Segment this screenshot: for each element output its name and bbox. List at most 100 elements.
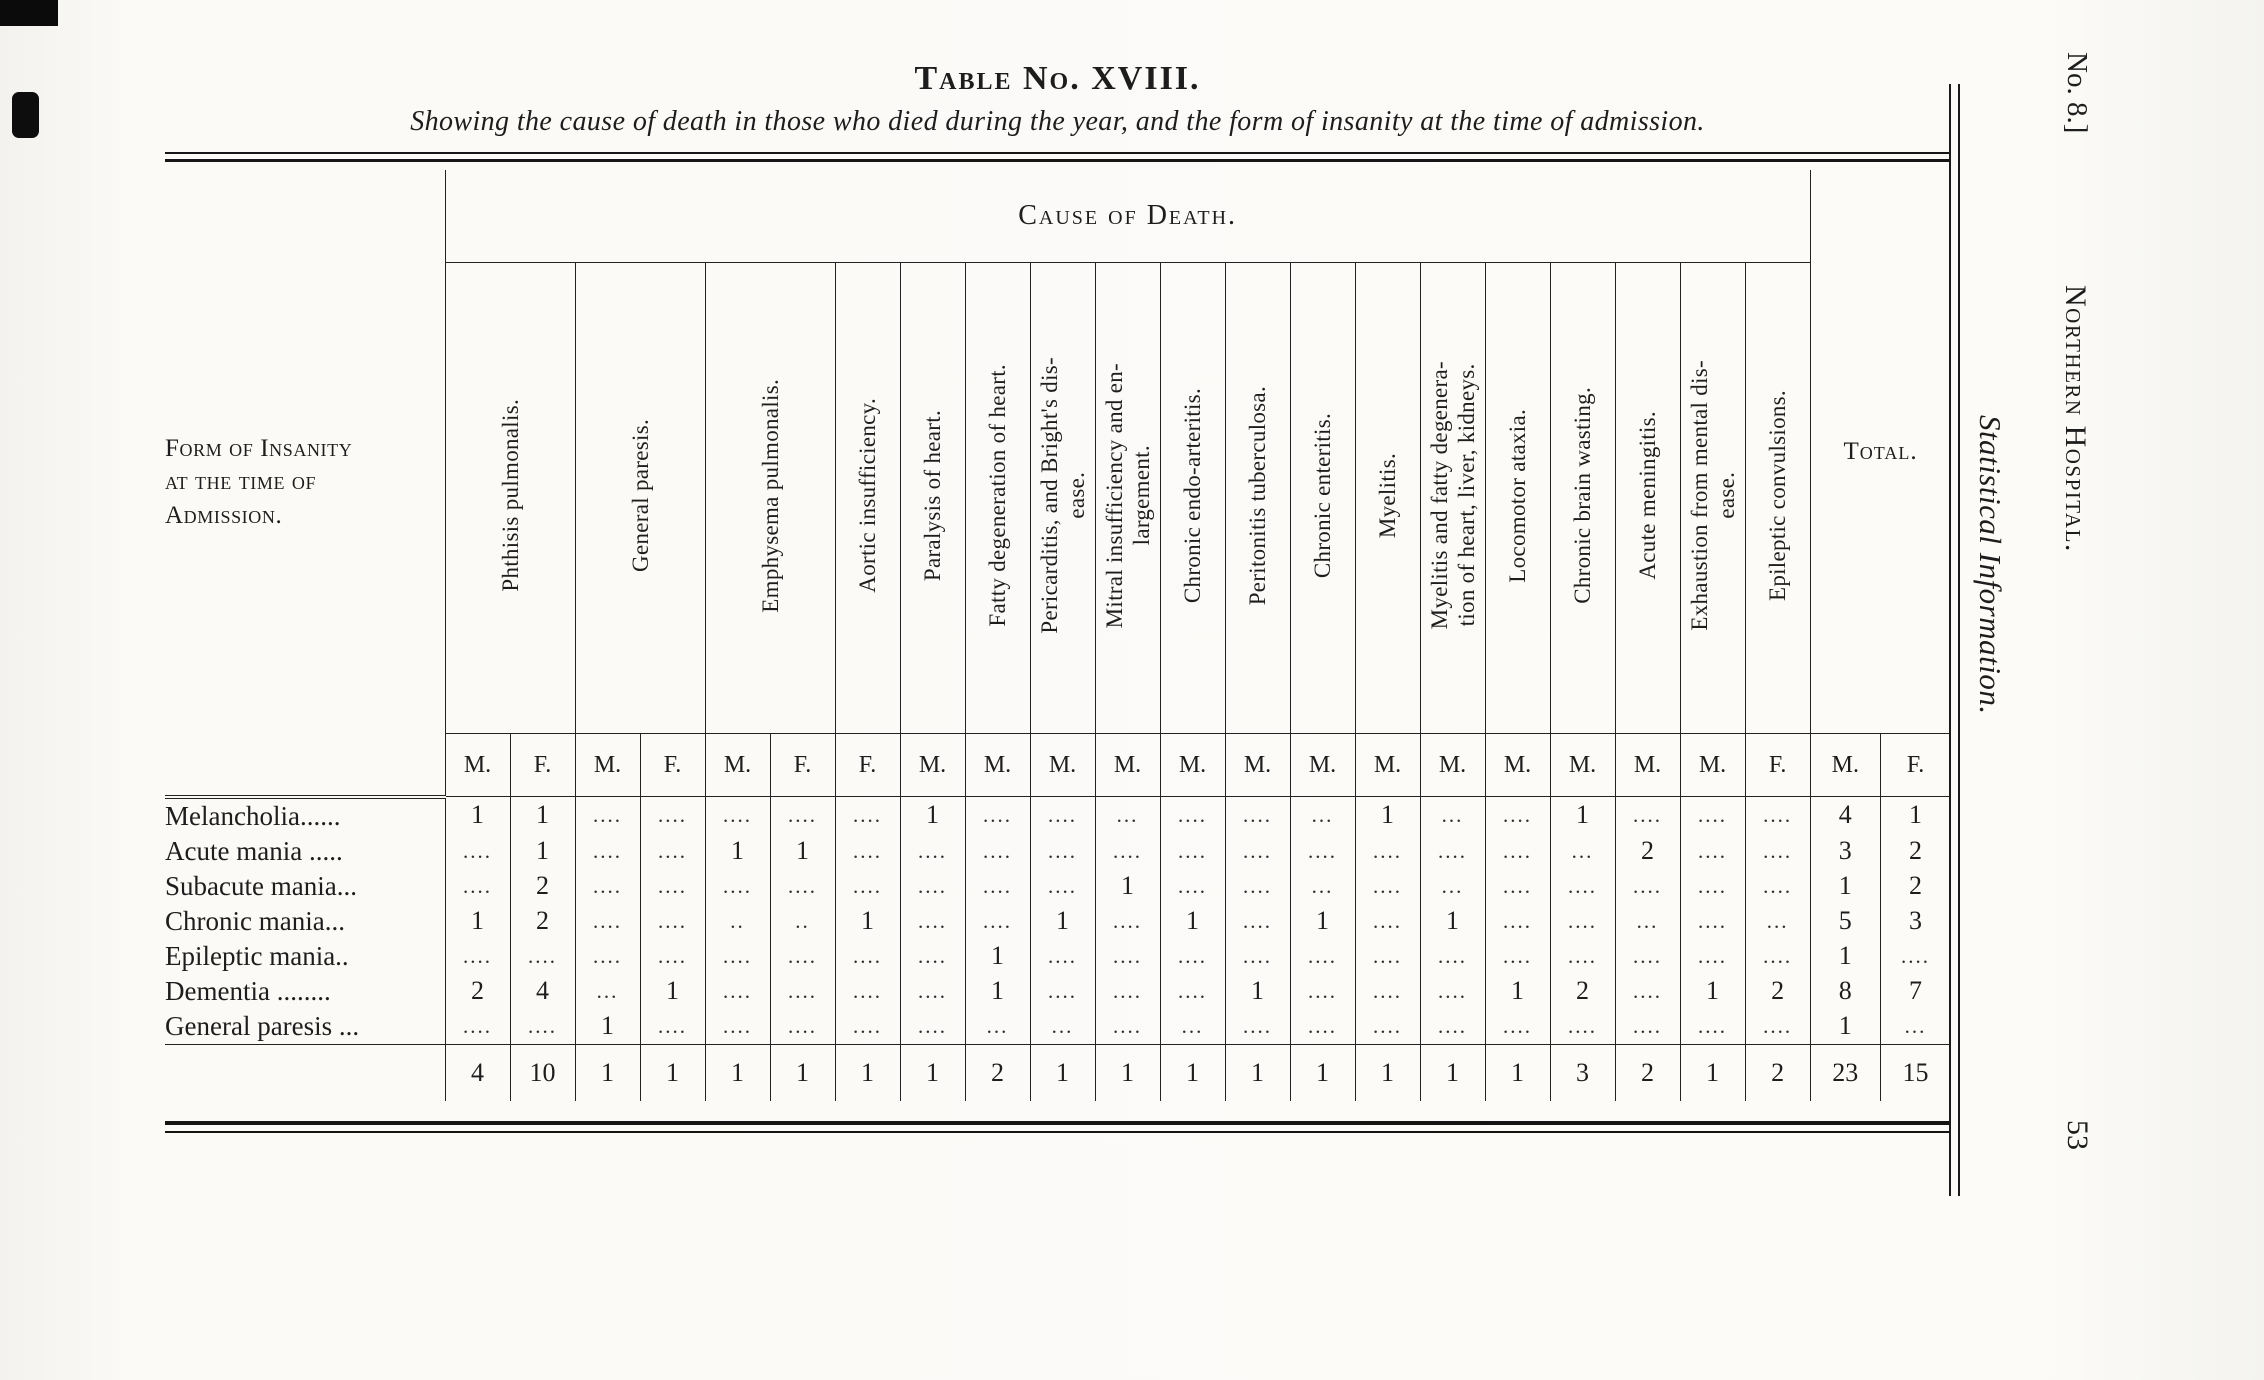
data-cell: ....	[1354, 973, 1420, 1009]
data-cell: ....	[1354, 903, 1420, 939]
data-cell: ....	[1419, 1008, 1485, 1044]
sex-header: F.	[1879, 733, 1951, 797]
data-cell: ....	[964, 833, 1030, 869]
data-cell: ....	[639, 903, 705, 939]
data-cell: 1	[574, 1043, 640, 1101]
data-cell: ...	[1549, 833, 1615, 869]
data-cell: ...	[1289, 796, 1355, 834]
row-label: Melancholia......	[165, 800, 341, 831]
data-cell: ....	[1354, 833, 1420, 869]
data-cell: ....	[1484, 938, 1550, 974]
data-cell: ....	[574, 938, 640, 974]
data-cell: ...	[1029, 1008, 1095, 1044]
header-row-top: Form of Insanity at the time of Admissio…	[165, 170, 1951, 799]
data-cell: 1	[1484, 1043, 1550, 1101]
table-row: Melancholia...... 1 1.................... 1…	[165, 796, 1951, 834]
data-cell: ....	[1224, 796, 1290, 834]
data-cell: ....	[769, 938, 835, 974]
data-cell: ....	[964, 903, 1030, 939]
data-cell: ....	[1614, 868, 1680, 904]
data-cell: 2	[1744, 973, 1811, 1009]
data-cell: ....	[1744, 868, 1811, 904]
data-cell: 1	[509, 833, 575, 869]
page-subtitle: Showing the cause of death in those who …	[410, 106, 1705, 137]
data-cell: ....	[1029, 796, 1095, 834]
data-cell: 1	[704, 833, 770, 869]
data-cell: ....	[1289, 938, 1355, 974]
data-cell: ....	[1614, 938, 1680, 974]
data-cell: ....	[1744, 938, 1811, 974]
data-cell: 1	[964, 938, 1030, 974]
data-cell: ...	[964, 1008, 1030, 1044]
cause-column-label: Phthisis pulmonalis.	[497, 399, 523, 592]
sex-header: M.	[1809, 733, 1881, 797]
data-cell: ...	[574, 973, 640, 1009]
scan-artifact-corner	[0, 0, 58, 26]
data-cell: ....	[1614, 796, 1680, 834]
data-cell: ....	[1679, 796, 1745, 834]
data-cell: ...	[1289, 868, 1355, 904]
data-cell: ....	[1679, 833, 1745, 869]
data-cell: 1	[1679, 1043, 1745, 1101]
data-cell: 1	[639, 1043, 705, 1101]
margin-section-title: Statistical Information.	[1973, 415, 2008, 715]
cause-column-label: Emphysema pulmonalis.	[757, 378, 783, 613]
data-cell: ....	[1614, 973, 1680, 1009]
data-cell: 1	[1289, 1043, 1355, 1101]
data-cell: 1	[964, 973, 1030, 1009]
data-cell: 1	[1549, 796, 1615, 834]
sex-header: F.	[509, 733, 575, 797]
row-label: Acute mania .....	[165, 835, 343, 866]
data-cell: 15	[1879, 1043, 1951, 1101]
data-cell: ....	[1419, 973, 1485, 1009]
table-sheet: Table No. XVIII. Showing the cause of de…	[165, 0, 1951, 1133]
data-cell: ....	[899, 903, 965, 939]
data-cell: 1	[899, 1043, 965, 1101]
data-cell: 1	[1354, 1043, 1420, 1101]
margin-vertical-rule	[1949, 84, 1960, 1196]
cause-column-label: Mitral insufficiency and en- largement.	[1101, 362, 1154, 629]
data-cell: ....	[769, 868, 835, 904]
data-cell: ....	[899, 938, 965, 974]
data-cell: ...	[1614, 903, 1680, 939]
cause-column-label: Pericarditis, and Bright's dis- ease.	[1036, 357, 1089, 634]
data-cell: ....	[1094, 1008, 1160, 1044]
cause-column-label: Chronic enteritis.	[1310, 412, 1335, 579]
sex-header: M.	[1094, 733, 1160, 797]
data-cell: ....	[899, 1008, 965, 1044]
data-cell: ....	[704, 1008, 770, 1044]
cause-column-header: Chronic endo-arteritis.	[1159, 262, 1225, 734]
cause-column-label: Chronic brain wasting.	[1570, 387, 1595, 604]
data-cell: ....	[834, 1008, 900, 1044]
data-cell: ....	[1224, 938, 1290, 974]
totals-row: 4 10 1 1 1 1 1 1 2 1 1 1 1 1 1 1 1 3 2 1 2 23 15	[165, 1043, 1951, 1101]
data-cell: ....	[1094, 973, 1160, 1009]
data-cell: ....	[1679, 938, 1745, 974]
page-title: Table No. XVIII.	[914, 60, 1201, 97]
sex-header: M.	[444, 733, 510, 797]
row-label: Subacute mania...	[165, 870, 357, 901]
data-cell: ....	[1679, 1008, 1745, 1044]
sex-header: M.	[1679, 733, 1745, 797]
cause-column-header: Myelitis.	[1354, 262, 1420, 734]
cause-column-header: Chronic enteritis.	[1289, 262, 1355, 734]
cause-column-header: Chronic brain wasting.	[1549, 262, 1615, 734]
data-cell: ....	[574, 868, 640, 904]
cause-column-header: Phthisis pulmonalis.	[444, 262, 575, 734]
cause-column-label: Myelitis and fatty degenera- tion of hea…	[1426, 361, 1479, 630]
data-cell: ....	[1094, 903, 1160, 939]
data-cell: 2	[509, 868, 575, 904]
cause-column-header: Mitral insufficiency and en- largement.	[1094, 262, 1160, 734]
cause-column-header: Epileptic convulsions.	[1744, 262, 1811, 734]
cause-column-label: Epileptic convulsions.	[1765, 389, 1791, 602]
total-header: Total.	[1809, 170, 1951, 734]
data-cell: ....	[444, 868, 510, 904]
data-cell: 2	[509, 903, 575, 939]
table-header: Form of Insanity at the time of Admissio…	[165, 170, 1951, 799]
sex-header: M.	[1354, 733, 1420, 797]
sex-header: M.	[964, 733, 1030, 797]
sex-header: M.	[574, 733, 640, 797]
data-cell: ....	[964, 868, 1030, 904]
cause-column-label: Myelitis.	[1375, 452, 1400, 539]
data-cell: ....	[1159, 833, 1225, 869]
